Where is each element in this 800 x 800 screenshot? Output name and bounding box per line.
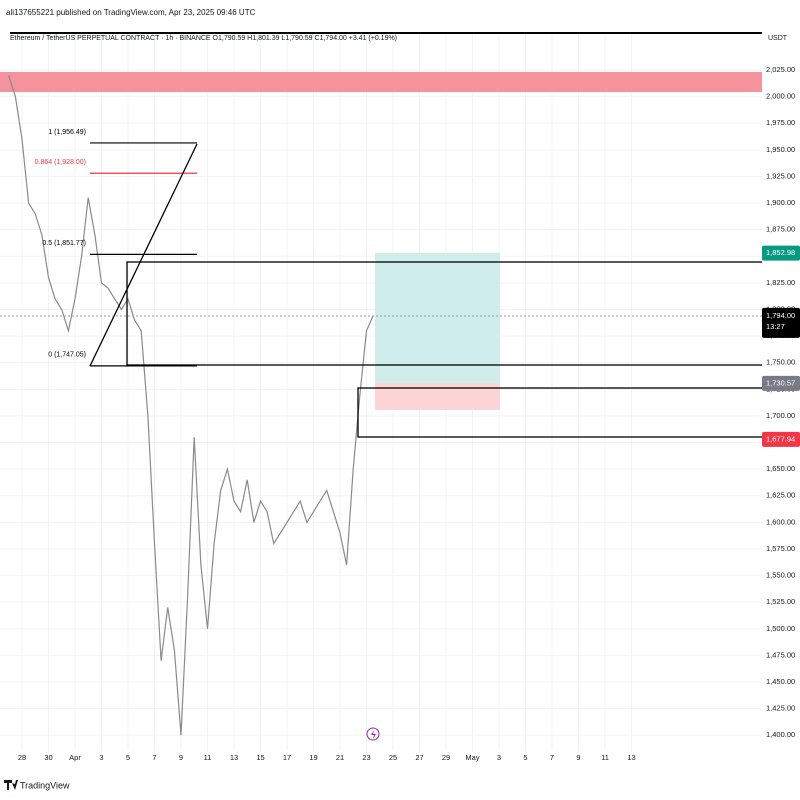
y-tick-label: 1,825.00 [766,278,795,287]
y-tick-label: 1,750.00 [766,358,795,367]
price-label-bg [762,245,800,261]
x-tick-label: 11 [204,753,212,762]
x-tick-label: 30 [44,753,52,762]
x-tick-label: 7 [550,753,554,762]
fib-label: 1 (1,956.49) [48,129,86,136]
price-layer: 1 (1,956.49) 0.864 (1,928.00) 0.5 (1,851.7… [8,75,374,736]
y-tick-label: 1,450.00 [766,677,795,686]
y-tick-label: 1,500.00 [766,624,795,633]
x-tick-label: 3 [497,753,501,762]
event-icon-bolt [371,730,376,739]
x-tick-label: May [465,753,479,762]
x-tick-label: 17 [283,753,291,762]
axis-unit: USDT [768,35,788,42]
price-label-bg [762,431,800,447]
x-tick-label: 21 [336,753,344,762]
target-zone [375,253,500,383]
logo-icon [4,780,18,790]
y-tick-label: 1,425.00 [766,704,795,713]
fib-trend-line [89,143,198,367]
price-label-time: 13:27 [766,322,785,331]
y-tick-label: 1,525.00 [766,597,795,606]
y-tick-label: 1,975.00 [766,118,795,127]
x-tick-label: 13 [627,753,635,762]
fib-label: 0 (1,747.05) [48,352,86,359]
x-tick-label: Apr [69,753,81,762]
axes: 1,400.00 1,425.00 1,450.00 1,475.00 1,500.00… [0,44,800,768]
y-tick-label: 1,875.00 [766,225,795,234]
x-tick-label: 29 [442,753,450,762]
price-label-bg [762,307,800,338]
price-line [8,75,374,736]
x-tick-label: 3 [99,753,103,762]
price-label: 1,730.57 [766,378,795,387]
y-tick-label: 1,550.00 [766,571,795,580]
x-tick-label: 28 [18,753,26,762]
fib-label: 0.5 (1,851.77) [42,240,86,247]
y-tick-label: 1,575.00 [766,544,795,553]
fib-label: 0.864 (1,928.00) [35,159,86,166]
chart-legend: Ethereum / TetherUS PERPETUAL CONTRACT ·… [10,35,397,42]
logo: TradingView [20,780,70,790]
price-label: 1,677.94 [766,434,795,443]
x-tick-label: 15 [256,753,264,762]
axis-bg [762,44,800,756]
x-tick-label: 13 [230,753,238,762]
y-tick-label: 1,925.00 [766,171,795,180]
x-tick-label: 27 [415,753,423,762]
price-label-bg [762,375,800,391]
x-tick-label: 7 [152,753,156,762]
x-tick-label: 5 [523,753,527,762]
y-tick-label: 1,900.00 [766,198,795,207]
price-label: 1,794.00 [766,311,795,320]
grid [0,33,762,750]
y-tick-label: 1,650.00 [766,464,795,473]
x-tick-label: 9 [576,753,580,762]
x-tick-label: 5 [126,753,130,762]
x-tick-label: 23 [362,753,370,762]
x-tick-label: 9 [179,753,183,762]
x-axis-bg [0,750,762,768]
supply-zone [0,72,762,92]
y-tick-label: 1,950.00 [766,145,795,154]
y-tick-label: 2,000.00 [766,92,795,101]
x-tick-label: 11 [601,753,609,762]
y-tick-label: 1,625.00 [766,491,795,500]
price-label: 1,852.98 [766,248,795,257]
y-tick-label: 2,025.00 [766,65,795,74]
y-tick-label: 1,700.00 [766,411,795,420]
y-tick-label: 1,600.00 [766,517,795,526]
stop-zone [375,383,500,410]
x-tick-label: 25 [389,753,397,762]
x-tick-label: 19 [309,753,317,762]
publisher: ali137655221 published on TradingView.co… [6,8,256,17]
y-tick-label: 1,475.00 [766,650,795,659]
y-tick-label: 1,400.00 [766,730,795,739]
